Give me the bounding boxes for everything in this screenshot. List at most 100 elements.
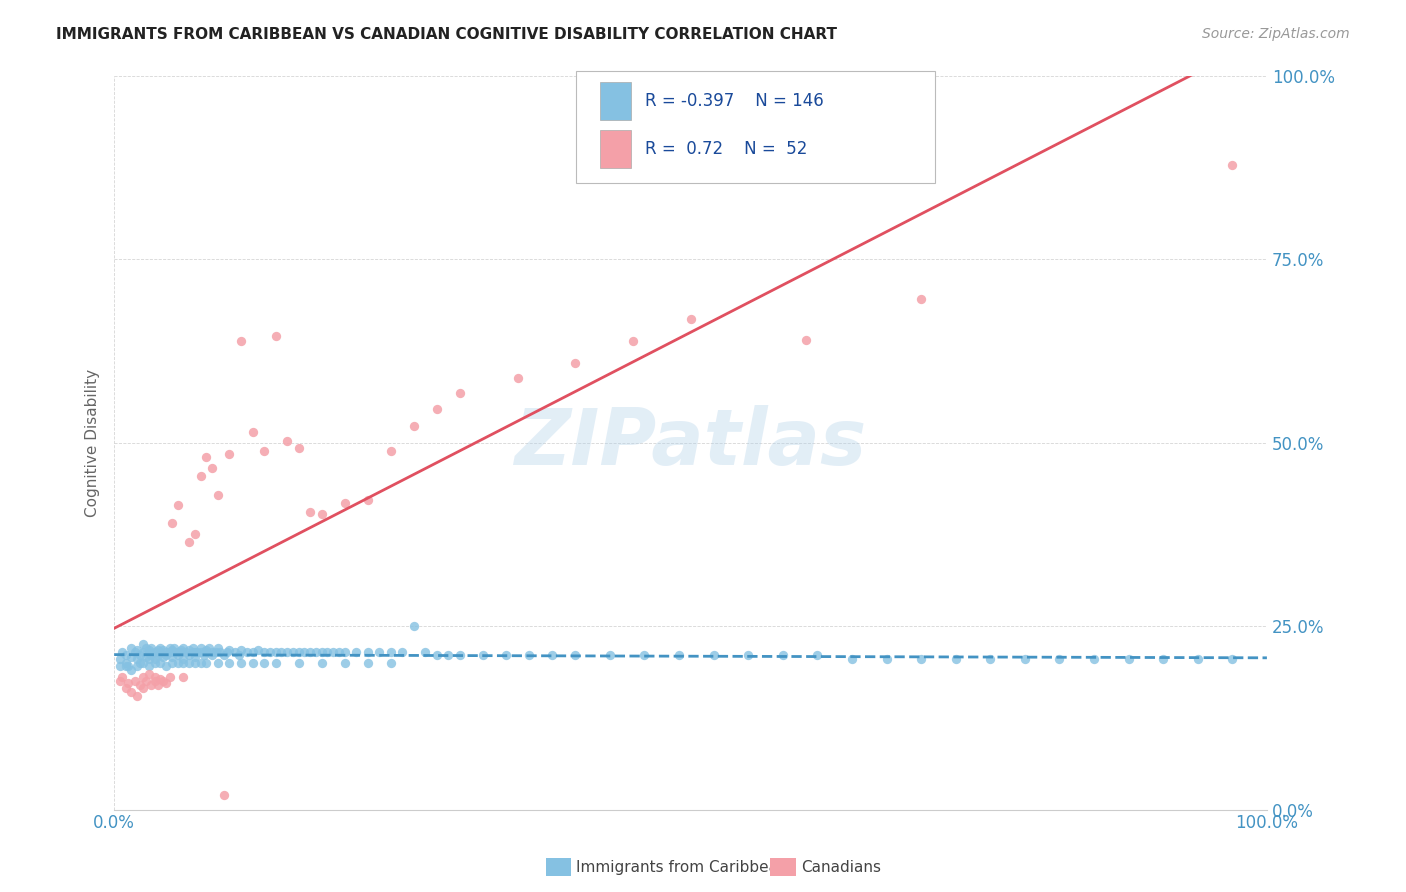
Point: [259, 645, 281, 659]
Point: [172, 652, 194, 666]
Point: [170, 642, 193, 657]
Point: [138, 666, 160, 681]
Point: [1220, 652, 1243, 666]
Point: [166, 645, 188, 659]
Point: [333, 645, 356, 659]
Point: [127, 652, 149, 666]
Point: [311, 508, 333, 522]
Point: [166, 656, 188, 670]
Point: [247, 642, 270, 657]
Point: [449, 648, 471, 663]
Point: [163, 645, 186, 659]
Point: [449, 385, 471, 400]
Point: [152, 642, 174, 657]
Point: [564, 356, 586, 370]
Text: Source: ZipAtlas.com: Source: ZipAtlas.com: [1202, 27, 1350, 41]
Point: [190, 645, 212, 659]
Text: ZIPatlas: ZIPatlas: [515, 405, 866, 481]
Point: [114, 648, 136, 663]
Point: [190, 641, 212, 656]
Point: [299, 645, 322, 659]
Point: [945, 652, 967, 666]
Point: [229, 334, 252, 349]
Point: [322, 645, 344, 659]
Point: [170, 645, 193, 659]
Point: [121, 685, 143, 699]
Point: [160, 649, 183, 664]
Point: [184, 527, 207, 541]
Point: [172, 670, 194, 684]
Point: [357, 645, 380, 659]
Y-axis label: Cognitive Disability: Cognitive Disability: [86, 368, 100, 516]
Point: [127, 642, 149, 657]
Point: [242, 656, 264, 670]
Point: [163, 641, 186, 656]
Point: [264, 329, 287, 343]
Point: [270, 645, 292, 659]
Point: [426, 402, 449, 417]
Point: [135, 674, 157, 689]
Point: [166, 648, 188, 663]
Point: [201, 645, 224, 659]
Point: [212, 788, 235, 802]
Point: [174, 645, 197, 659]
Point: [181, 645, 204, 659]
Point: [357, 492, 380, 507]
Point: [138, 642, 160, 657]
Point: [204, 645, 226, 659]
Point: [121, 649, 143, 664]
Point: [135, 649, 157, 664]
Point: [195, 656, 218, 670]
Point: [541, 648, 564, 663]
Point: [117, 676, 139, 690]
Point: [152, 674, 174, 689]
Point: [415, 645, 437, 659]
Point: [357, 656, 380, 670]
Point: [149, 641, 172, 656]
Point: [179, 648, 201, 663]
Point: [599, 648, 621, 663]
Text: IMMIGRANTS FROM CARIBBEAN VS CANADIAN COGNITIVE DISABILITY CORRELATION CHART: IMMIGRANTS FROM CARIBBEAN VS CANADIAN CO…: [56, 27, 837, 42]
Point: [193, 648, 215, 663]
Point: [368, 645, 391, 659]
Point: [184, 645, 207, 659]
Point: [224, 645, 246, 659]
Point: [190, 468, 212, 483]
Point: [218, 642, 240, 657]
Point: [195, 645, 218, 659]
Point: [333, 496, 356, 510]
Point: [517, 648, 540, 663]
Point: [311, 656, 333, 670]
Point: [201, 461, 224, 475]
Point: [299, 505, 322, 519]
Point: [333, 656, 356, 670]
Point: [124, 645, 146, 659]
Point: [621, 334, 644, 349]
Point: [146, 648, 169, 663]
Point: [506, 371, 529, 385]
Point: [114, 656, 136, 670]
Point: [143, 674, 166, 689]
Point: [1220, 158, 1243, 172]
Point: [132, 637, 155, 651]
Point: [108, 674, 131, 689]
Point: [146, 678, 169, 692]
Point: [184, 649, 207, 664]
Point: [437, 648, 460, 663]
Point: [160, 516, 183, 531]
Point: [195, 450, 218, 465]
Point: [264, 656, 287, 670]
Point: [876, 652, 898, 666]
Point: [228, 648, 250, 663]
Point: [132, 670, 155, 684]
Point: [841, 652, 863, 666]
Point: [218, 656, 240, 670]
Point: [186, 645, 208, 659]
Point: [207, 488, 229, 502]
Point: [159, 645, 181, 659]
Point: [181, 641, 204, 656]
Point: [139, 641, 162, 656]
Point: [179, 656, 201, 670]
Point: [1047, 652, 1070, 666]
Point: [235, 645, 257, 659]
